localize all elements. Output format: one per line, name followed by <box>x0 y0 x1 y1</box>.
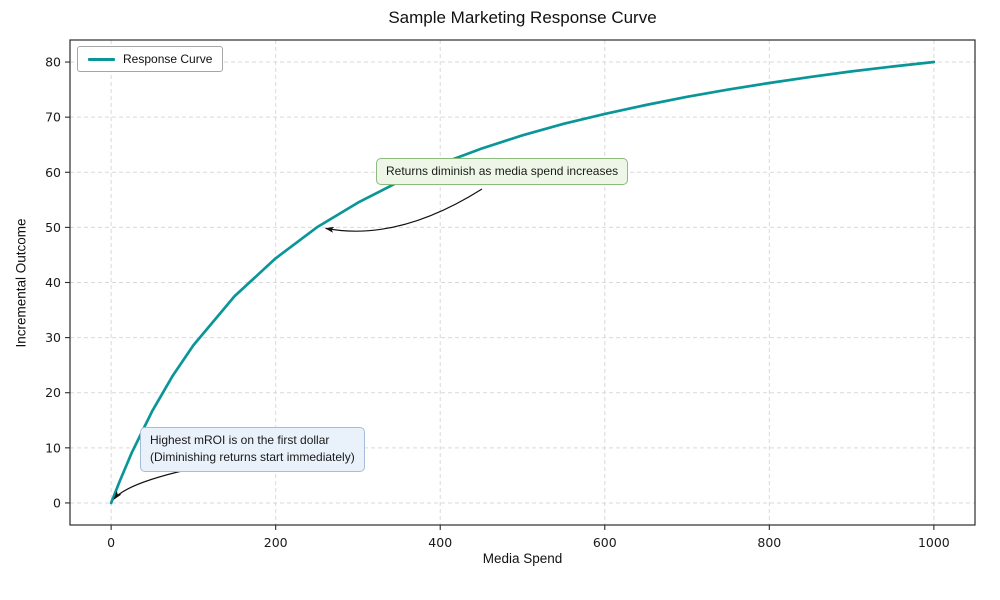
response-curve-line <box>109 60 936 505</box>
x-tick-label: 600 <box>593 535 617 550</box>
y-tick-label: 60 <box>45 165 61 180</box>
y-tick-label: 70 <box>45 110 61 125</box>
chart-title: Sample Marketing Response Curve <box>388 8 657 27</box>
y-axis-label: Incremental Outcome <box>13 218 29 348</box>
y-tick-label: 0 <box>53 495 61 510</box>
y-tick-label: 50 <box>45 220 61 235</box>
y-tick-label: 30 <box>45 330 61 345</box>
y-tick-label: 20 <box>45 385 61 400</box>
legend-line-swatch <box>88 57 115 61</box>
legend: Response Curve <box>77 46 224 72</box>
annotation-highest-mroi: Highest mROI is on the first dollar (Dim… <box>140 427 365 472</box>
y-tick-label: 80 <box>45 55 61 70</box>
y-tick-label: 10 <box>45 440 61 455</box>
annotation-arrow <box>113 469 187 500</box>
legend-label: Response Curve <box>123 52 213 66</box>
x-axis-label: Media Spend <box>482 551 563 566</box>
annotation-arrow <box>324 188 483 233</box>
x-tick-label: 1000 <box>918 535 950 550</box>
x-tick-label: 0 <box>107 535 115 550</box>
x-tick-label: 400 <box>428 535 452 550</box>
x-tick-label: 800 <box>757 535 781 550</box>
x-tick-label: 200 <box>264 535 288 550</box>
y-tick-label: 40 <box>45 275 61 290</box>
annotation-diminishing-returns: Returns diminish as media spend increase… <box>376 158 629 186</box>
